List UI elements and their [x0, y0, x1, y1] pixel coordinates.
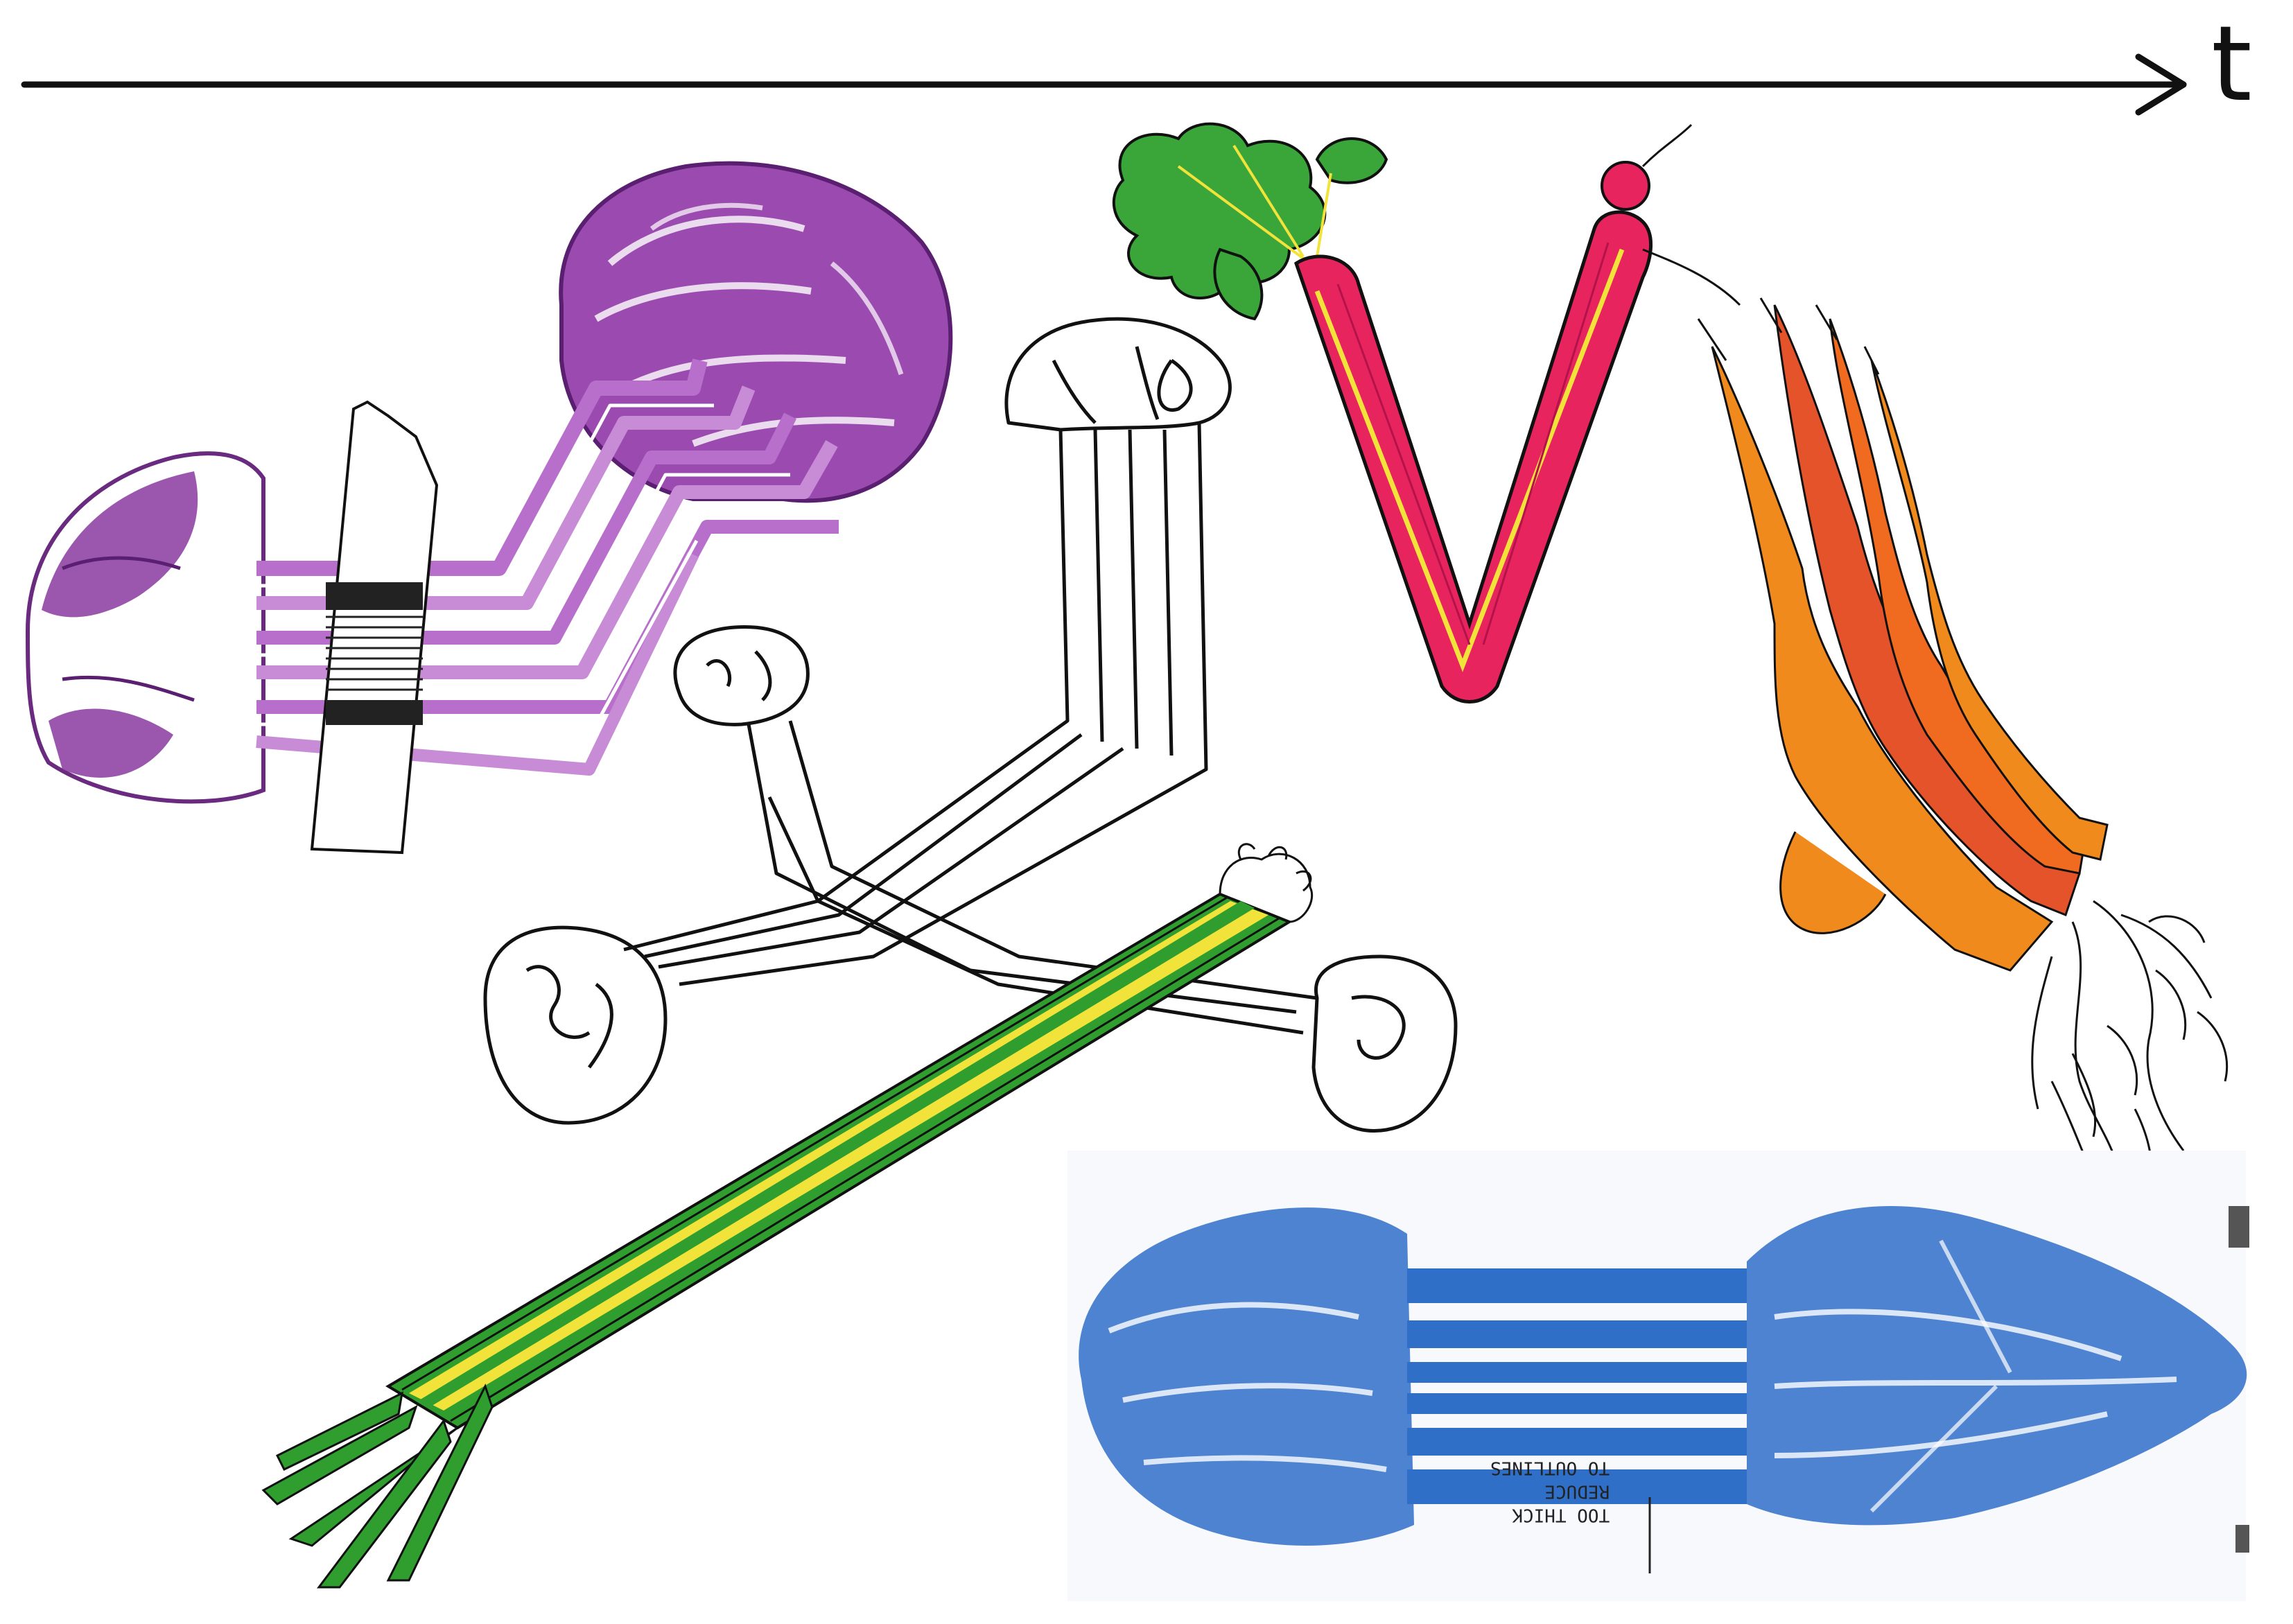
- time-axis-label: t: [2211, 4, 2252, 125]
- leek-illustration: [261, 843, 1314, 1589]
- red-cabbage-illustration: [25, 161, 953, 855]
- note-line-3: TO OUTLINES: [1490, 1457, 1610, 1478]
- carrots-illustration: [1697, 297, 2229, 1193]
- note-line-1: TOO THICK: [1512, 1504, 1610, 1526]
- print-handwritten-note: TOO THICK REDUCE TO OUTLINES: [1490, 1456, 1610, 1526]
- time-axis-arrow: [21, 53, 2187, 116]
- note-line-2: REDUCE: [1544, 1481, 1610, 1502]
- carrot-tops-icon: [2031, 900, 2229, 1193]
- blue-print-illustration: [1067, 1151, 2249, 1601]
- mushroom-outline-illustration: [483, 317, 1458, 1133]
- leek-roots-icon: [1219, 843, 1314, 923]
- radish-v-illustration: [1113, 122, 1741, 704]
